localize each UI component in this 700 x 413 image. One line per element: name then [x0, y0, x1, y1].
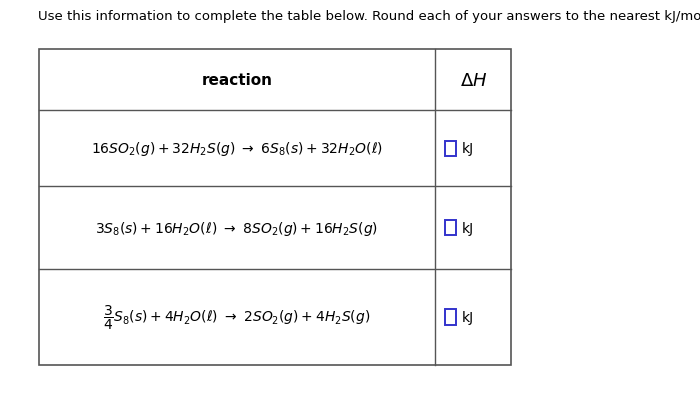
Text: reaction: reaction — [202, 73, 272, 88]
Text: kJ: kJ — [461, 310, 473, 324]
Text: Use this information to complete the table below. Round each of your answers to : Use this information to complete the tab… — [38, 10, 700, 23]
Text: $\dfrac{3}{4}S_8(s) + 4H_2O(\ell)\ \rightarrow\ 2SO_2(g) + 4H_2S(g)$: $\dfrac{3}{4}S_8(s) + 4H_2O(\ell)\ \righ… — [104, 303, 370, 332]
Text: $3S_8(s) + 16H_2O(\ell)\ \rightarrow\ 8SO_2(g) + 16H_2S(g)$: $3S_8(s) + 16H_2O(\ell)\ \rightarrow\ 8S… — [95, 219, 379, 237]
Text: $\Delta H$: $\Delta H$ — [459, 71, 487, 89]
Text: kJ: kJ — [461, 142, 473, 156]
Text: kJ: kJ — [461, 221, 473, 235]
Text: $16SO_2(g) + 32H_2S(g)\ \rightarrow\ 6S_8(s) + 32H_2O(\ell)$: $16SO_2(g) + 32H_2S(g)\ \rightarrow\ 6S_… — [91, 140, 383, 158]
